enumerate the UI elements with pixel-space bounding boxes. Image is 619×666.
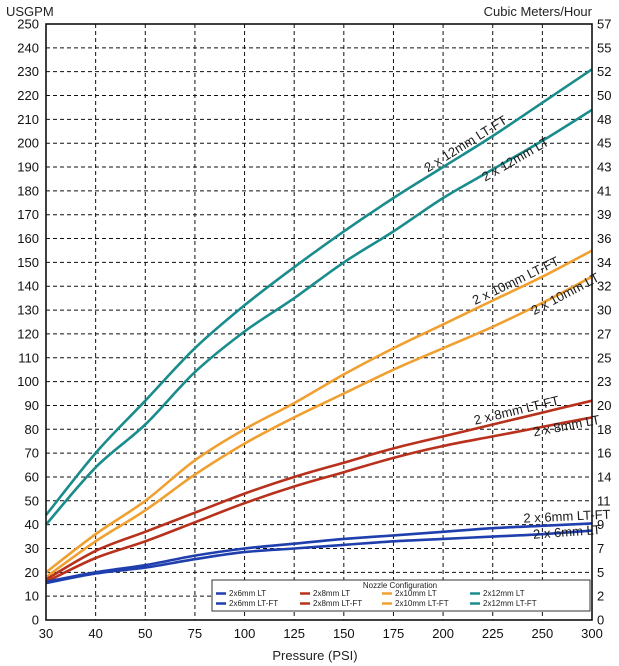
right-tick-label: 11 bbox=[597, 493, 611, 508]
right-tick-label: 20 bbox=[597, 398, 611, 413]
y-tick-label: 110 bbox=[18, 350, 39, 365]
plot-frame bbox=[45, 23, 593, 621]
right-tick-label: 48 bbox=[597, 112, 611, 127]
legend-item: 2x10mm LT bbox=[395, 589, 437, 598]
y-tick-label: 210 bbox=[17, 112, 39, 127]
right-tick-label: 23 bbox=[597, 374, 611, 389]
y-tick-label: 190 bbox=[17, 160, 39, 175]
x-tick-label: 30 bbox=[39, 626, 53, 641]
right-tick-label: 0 bbox=[597, 613, 604, 628]
grid bbox=[46, 24, 592, 620]
tick-labels: 0102030405060708090100110120130140150160… bbox=[17, 17, 611, 642]
x-tick-label: 175 bbox=[383, 626, 405, 641]
right-tick-label: 43 bbox=[597, 160, 611, 175]
y-tick-label: 180 bbox=[17, 183, 39, 198]
y-tick-label: 120 bbox=[17, 326, 39, 341]
y-tick-label: 80 bbox=[25, 422, 39, 437]
series-line bbox=[45, 522, 593, 584]
right-tick-label: 32 bbox=[597, 279, 611, 294]
right-tick-label: 2 bbox=[597, 589, 604, 604]
right-tick-label: 34 bbox=[597, 255, 611, 270]
right-axis-title: Cubic Meters/Hour bbox=[484, 4, 593, 19]
right-tick-label: 16 bbox=[597, 446, 611, 461]
y-tick-label: 150 bbox=[17, 255, 39, 270]
y-tick-label: 0 bbox=[32, 613, 39, 628]
x-tick-label: 100 bbox=[234, 626, 256, 641]
y-tick-label: 130 bbox=[17, 303, 39, 318]
series-line bbox=[45, 249, 593, 574]
y-tick-label: 50 bbox=[25, 493, 39, 508]
legend-title: Nozzle Configuration bbox=[363, 581, 437, 590]
right-tick-label: 50 bbox=[597, 88, 611, 103]
series-line bbox=[44, 68, 593, 516]
series-line bbox=[45, 108, 593, 526]
y-tick-label: 160 bbox=[17, 231, 39, 246]
y-tick-label: 60 bbox=[25, 469, 39, 484]
y-tick-label: 30 bbox=[25, 541, 39, 556]
x-axis-title: Pressure (PSI) bbox=[272, 648, 357, 663]
series-line bbox=[45, 275, 593, 579]
right-tick-label: 14 bbox=[597, 469, 611, 484]
series-line bbox=[45, 416, 593, 584]
right-tick-label: 18 bbox=[597, 422, 611, 437]
right-tick-label: 30 bbox=[597, 303, 611, 318]
x-tick-label: 200 bbox=[432, 626, 454, 641]
y-tick-label: 90 bbox=[25, 398, 39, 413]
series-label: 2 x 6mm LT-FT bbox=[523, 507, 611, 526]
series-line bbox=[45, 529, 593, 585]
left-axis-title: USGPM bbox=[6, 4, 54, 19]
right-tick-label: 39 bbox=[597, 207, 611, 222]
y-tick-label: 20 bbox=[25, 565, 39, 580]
y-tick-label: 220 bbox=[17, 88, 39, 103]
right-tick-label: 41 bbox=[597, 183, 611, 198]
right-tick-label: 57 bbox=[597, 17, 611, 32]
y-tick-label: 10 bbox=[25, 589, 39, 604]
legend-item: 2x12mm LT-FT bbox=[483, 599, 537, 608]
series-line bbox=[45, 399, 593, 581]
x-tick-label: 225 bbox=[482, 626, 504, 641]
x-tick-label: 250 bbox=[532, 626, 554, 641]
y-tick-label: 70 bbox=[25, 446, 39, 461]
right-tick-label: 27 bbox=[597, 326, 611, 341]
right-tick-label: 36 bbox=[597, 231, 611, 246]
right-tick-label: 9 bbox=[597, 517, 604, 532]
y-tick-label: 140 bbox=[17, 279, 39, 294]
legend-item: 2x8mm LT bbox=[313, 589, 350, 598]
x-tick-label: 150 bbox=[333, 626, 355, 641]
x-tick-label: 40 bbox=[88, 626, 102, 641]
right-tick-label: 55 bbox=[597, 40, 611, 55]
legend-item: 2x12mm LT bbox=[483, 589, 525, 598]
x-tick-label: 50 bbox=[138, 626, 152, 641]
y-tick-label: 230 bbox=[17, 64, 39, 79]
y-tick-label: 100 bbox=[17, 374, 39, 389]
legend-item: 2x6mm LT-FT bbox=[229, 599, 278, 608]
curves bbox=[44, 68, 593, 585]
legend-item: 2x6mm LT bbox=[229, 589, 266, 598]
y-tick-label: 40 bbox=[25, 517, 39, 532]
x-tick-label: 300 bbox=[581, 626, 603, 641]
legend-item: 2x8mm LT-FT bbox=[313, 599, 362, 608]
right-tick-label: 25 bbox=[597, 350, 611, 365]
x-tick-label: 75 bbox=[188, 626, 202, 641]
right-tick-label: 52 bbox=[597, 64, 611, 79]
series-label: 2 x 6mm LT bbox=[533, 522, 602, 542]
y-tick-label: 170 bbox=[17, 207, 39, 222]
legend: Nozzle Configuration 2x6mm LT 2x8mm LT 2x1… bbox=[211, 579, 591, 612]
x-tick-label: 125 bbox=[283, 626, 305, 641]
right-tick-label: 45 bbox=[597, 136, 611, 151]
y-tick-label: 250 bbox=[17, 17, 39, 32]
y-tick-label: 200 bbox=[17, 136, 39, 151]
y-tick-label: 240 bbox=[17, 40, 39, 55]
right-tick-label: 7 bbox=[597, 541, 604, 556]
legend-item: 2x10mm LT-FT bbox=[395, 599, 449, 608]
right-tick-label: 5 bbox=[597, 565, 604, 580]
legend-box bbox=[211, 579, 591, 612]
